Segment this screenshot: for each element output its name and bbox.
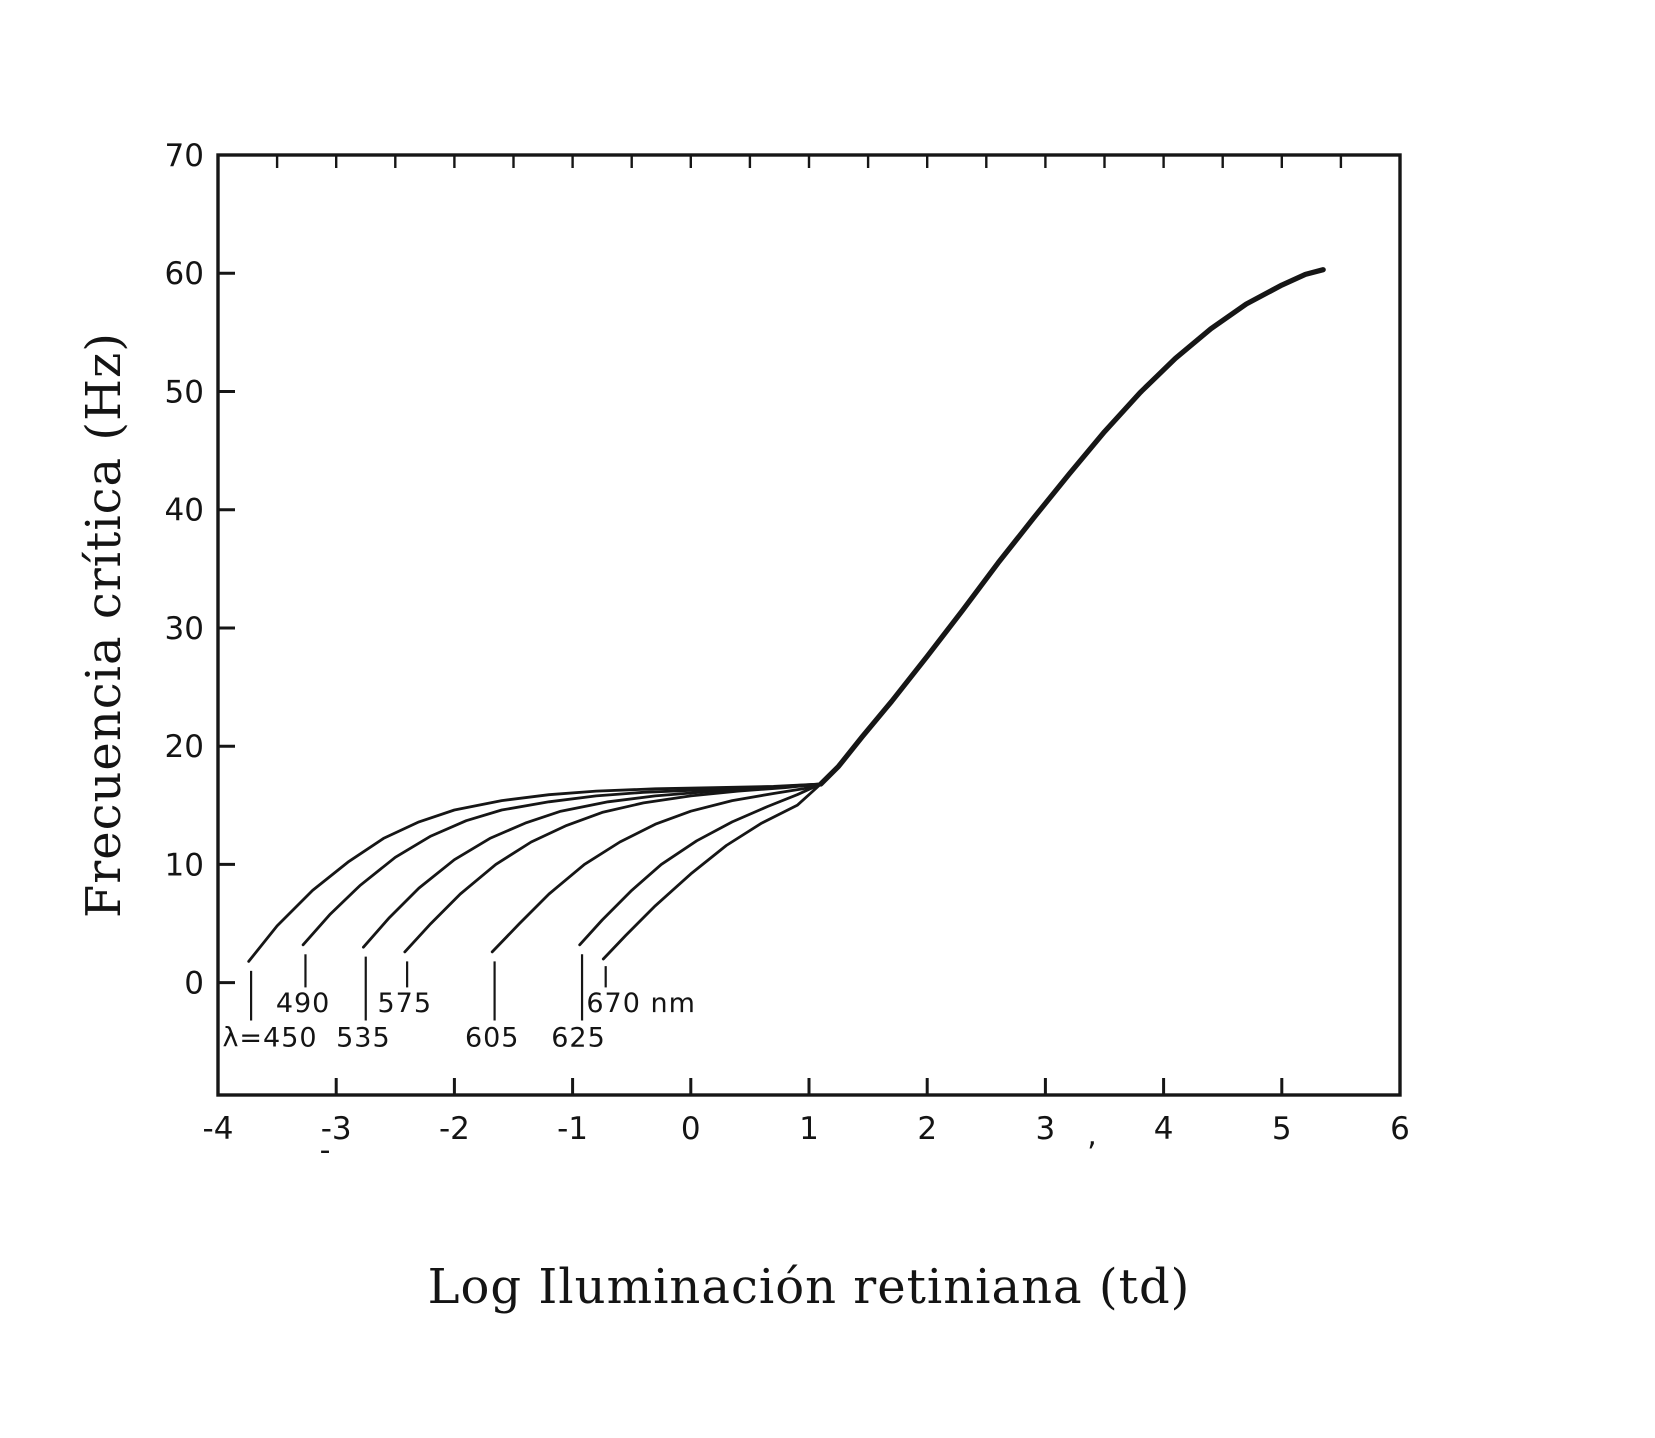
curve-625-nm: [578, 782, 823, 947]
plot-area: -4 -3 -2 -1 0 1 2 3 4 5 6010203040506070λ=45049053…: [165, 138, 1410, 1168]
y-tick-label: 70: [165, 138, 204, 174]
x-tick-label: 1: [799, 1111, 819, 1147]
x-tick-label: -2: [439, 1111, 470, 1147]
curve-605-nm: [490, 782, 823, 954]
wavelength-label: 535: [336, 1023, 391, 1054]
wavelength-label: 605: [465, 1023, 520, 1054]
x-tick-label: 0: [681, 1111, 701, 1147]
plot-frame: [216, 153, 1402, 1097]
x-tick-label: -4: [203, 1111, 234, 1147]
y-tick-label: 10: [165, 847, 204, 883]
curve-535-nm: [362, 782, 823, 949]
wavelength-label: 490: [276, 988, 331, 1019]
x-tick-label: -3: [321, 1111, 352, 1147]
x-tick-label: 3: [1036, 1111, 1056, 1147]
x-tick-label: 4: [1154, 1111, 1174, 1147]
y-tick-label: 50: [165, 374, 204, 410]
x-tick-label: 6: [1390, 1111, 1410, 1147]
y-tick-label: 40: [165, 493, 204, 529]
curve-575-nm: [403, 782, 823, 954]
y-tick-label: 20: [165, 729, 204, 765]
y-tick-label: 60: [165, 256, 204, 292]
x-tick-label: 2: [917, 1111, 937, 1147]
curve-common-curve: [818, 267, 1326, 787]
y-tick-label: 0: [184, 966, 204, 1002]
curve-450-nm: [247, 782, 823, 963]
wavelength-label: 625: [551, 1023, 606, 1054]
curve-670-nm: [601, 782, 823, 961]
x-tick-label: -1: [557, 1111, 588, 1147]
wavelength-label: 670 nm: [586, 988, 696, 1019]
y-tick-label: 30: [165, 611, 204, 647]
scan-artifact-mark: -: [320, 1133, 331, 1168]
y-axis-title: Frecuencia crítica (Hz): [76, 332, 132, 918]
scan-artifact-mark: ,: [1087, 1118, 1097, 1153]
x-tick-label: 5: [1272, 1111, 1292, 1147]
wavelength-label: 575: [377, 988, 432, 1019]
x-axis-title: Log Iluminación retiniana (td): [428, 1259, 1191, 1315]
curve-490-nm: [301, 782, 823, 947]
wavelength-label: λ=450: [222, 1023, 317, 1054]
